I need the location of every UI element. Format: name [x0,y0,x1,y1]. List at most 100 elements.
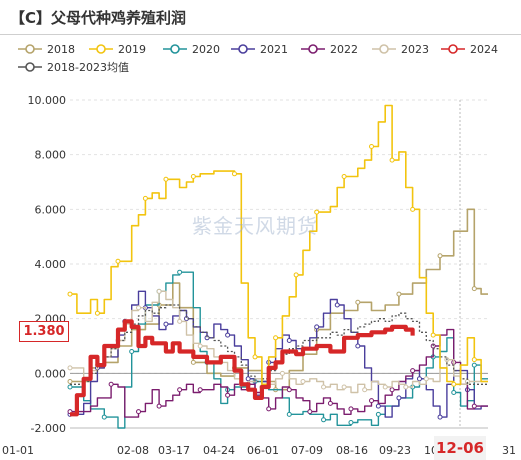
legend-swatch [301,44,325,54]
series-point [163,321,169,327]
legend-label: 2021 [260,42,288,56]
series-point [156,403,162,409]
legend-item-2018-2023-[interactable]: 2018-2023均值 [18,59,129,75]
series-line-2024 [70,319,415,417]
series-point [437,414,443,420]
series-point [190,174,196,180]
y-tick-label: 10.000 [28,94,67,107]
legend-item-2024[interactable]: 2024 [441,41,498,57]
series-point [321,384,327,390]
series-point [321,417,327,423]
series-point [101,414,107,420]
series-point [471,286,477,292]
x-tick-label: 07-09 [291,444,323,457]
x-tick-label: 04-24 [203,444,235,457]
legend-label: 2019 [118,42,146,56]
series-point [279,370,285,376]
series-point [334,302,340,308]
series-point [369,398,375,404]
chart-header: 【C】父母代种鸡养殖利润 [0,0,521,35]
series-point [362,387,368,393]
series-point [67,379,73,385]
legend-label: 2023 [401,42,429,56]
series-point [245,376,251,382]
legend-item-2018[interactable]: 2018 [18,41,75,57]
last-value-badge: 1.380 [19,321,69,342]
series-point [451,381,457,387]
series-point [416,376,422,382]
y-tick-label: 4.000 [35,258,67,271]
series-point [252,354,258,360]
series-point [389,387,395,393]
series-point [348,406,354,412]
series-point [273,335,279,341]
series-point [286,338,292,344]
series-point [108,381,114,387]
series-point [341,384,347,390]
series-point [163,176,169,182]
legend-swatch [163,44,187,54]
legend-item-2023[interactable]: 2023 [372,41,429,57]
series-point [177,269,183,275]
legend-item-2022[interactable]: 2022 [301,41,358,57]
series-point [225,392,231,398]
series-point [437,253,443,259]
series-point [286,387,292,393]
series-point [348,420,354,426]
series-point [197,343,203,349]
legend-swatch [231,44,255,54]
series-line-2018 [70,208,488,391]
series-point [430,332,436,338]
series-point [423,376,429,382]
legend-label: 2018 [47,42,75,56]
series-point [389,157,395,163]
series-point [225,332,231,338]
series-point [136,409,142,415]
series-point [67,291,73,297]
series-point [136,305,142,311]
series-point [177,318,183,324]
series-point [142,195,148,201]
legend-item-2019[interactable]: 2019 [89,41,146,57]
series-point [369,143,375,149]
y-tick-label: -2.000 [31,422,66,435]
x-tick-label: 06-01 [247,444,279,457]
series-point [375,411,381,417]
series-point [177,387,183,393]
y-tick-label: 6.000 [35,203,67,216]
series-point [231,171,237,177]
series-point [382,384,388,390]
series-point [327,400,333,406]
series-point [355,343,361,349]
legend-label: 2024 [470,42,498,56]
x-tick-label: 08-16 [336,444,368,457]
x-tick-label: 09-23 [379,444,411,457]
legend-label: 2022 [330,42,358,56]
legend-swatch [89,44,113,54]
series-point [403,384,409,390]
series-point [266,406,272,412]
legend-label: 2020 [192,42,220,56]
watermark: 紫金天风期货 [192,214,318,238]
y-tick-label: 0.000 [35,367,67,380]
series-point [451,389,457,395]
x-tick-label: 03-17 [158,444,190,457]
series-point [129,348,135,354]
series-point [286,411,292,417]
legend-item-2020[interactable]: 2020 [163,41,220,57]
series-point [115,258,121,264]
series-point [471,362,477,368]
cursor-date-label: 12-06 [434,436,486,460]
series-point [396,395,402,401]
series-point [300,379,306,385]
legend-item-2021[interactable]: 2021 [231,41,288,57]
series-point [396,291,402,297]
legend-swatch [441,44,465,54]
series-point [156,288,162,294]
series-point [190,359,196,365]
series-line-2018-2023- [70,304,488,385]
series-point [410,206,416,212]
x-tick-label: 02-08 [117,444,149,457]
series-line-2019 [70,104,488,386]
